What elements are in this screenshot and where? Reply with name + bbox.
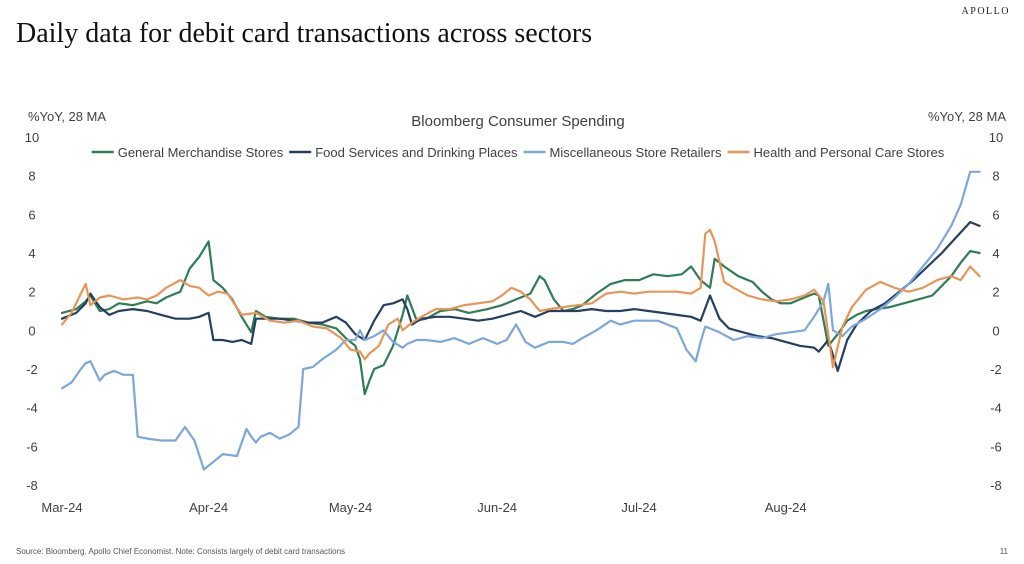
series-line-food-services-and-drinking-places (60, 221, 981, 372)
chart-legend: General Merchandise Stores Food Services … (91, 145, 945, 160)
y-axis-label-left: %YoY, 28 MA (28, 109, 106, 124)
x-tick-label: Mar-24 (41, 500, 82, 515)
y-tick-label-right: -8 (990, 478, 1002, 493)
y-tick-label-left: 0 (28, 323, 35, 338)
y-tick-label-right: 6 (992, 207, 999, 222)
legend-label-miscellaneous-store-retailers: Miscellaneous Store Retailers (550, 145, 722, 160)
y-tick-label-right: -4 (990, 401, 1002, 416)
x-tick-label: Aug-24 (765, 500, 807, 515)
y-tick-label-left: 6 (28, 207, 35, 222)
y-tick-label-right: -6 (990, 439, 1002, 454)
line-chart: Bloomberg Consumer Spending %YoY, 28 MA … (25, 109, 1007, 515)
brand-logo: APOLLO (961, 6, 1010, 17)
y-tick-label-left: -2 (26, 362, 38, 377)
x-tick-label: Apr-24 (189, 500, 228, 515)
y-tick-label-left: 8 (28, 169, 35, 184)
y-tick-label-right: 8 (992, 169, 999, 184)
y-axis-right: 10 8 6 4 2 0 -2 -4 -6 -8 (989, 130, 1003, 493)
y-tick-label-left: 10 (25, 130, 39, 145)
y-axis-left: 10 8 6 4 2 0 -2 -4 -6 -8 (25, 130, 39, 493)
page-number: 11 (999, 547, 1008, 556)
legend-label-health-and-personal-care-stores: Health and Personal Care Stores (754, 145, 945, 160)
y-tick-label-right: -2 (990, 362, 1002, 377)
series-line-health-and-personal-care-stores (60, 228, 981, 369)
series-lines (60, 170, 981, 471)
legend-label-general-merchandise-stores: General Merchandise Stores (118, 145, 284, 160)
x-axis: Mar-24 Apr-24 May-24 Jun-24 Jul-24 Aug-24 (41, 500, 806, 515)
source-note: Source: Bloomberg, Apollo Chief Economis… (16, 547, 346, 556)
y-tick-label-right: 2 (992, 285, 999, 300)
y-tick-label-left: -4 (26, 401, 38, 416)
page-title: Daily data for debit card transactions a… (16, 18, 593, 49)
series-line-general-merchandise-stores (60, 240, 981, 396)
legend-label-food-services-and-drinking-places: Food Services and Drinking Places (315, 145, 518, 160)
x-tick-label: Jun-24 (477, 500, 517, 515)
y-tick-label-right: 10 (989, 130, 1003, 145)
y-tick-label-left: -8 (26, 478, 38, 493)
y-tick-label-left: 4 (28, 246, 35, 261)
y-tick-label-left: 2 (28, 285, 35, 300)
series-line-miscellaneous-store-retailers (60, 170, 981, 471)
y-axis-label-right: %YoY, 28 MA (928, 109, 1006, 124)
y-tick-label-right: 0 (992, 323, 999, 338)
chart-title: Bloomberg Consumer Spending (411, 113, 624, 130)
x-tick-label: May-24 (329, 500, 372, 515)
y-tick-label-right: 4 (992, 246, 999, 261)
x-tick-label: Jul-24 (621, 500, 656, 515)
y-tick-label-left: -6 (26, 439, 38, 454)
